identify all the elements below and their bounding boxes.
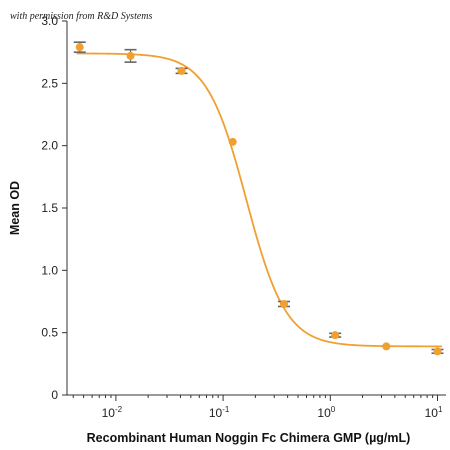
y-tick-label: 1.5 (41, 201, 58, 215)
point-marker (331, 331, 340, 340)
point-marker (75, 43, 84, 52)
axes (66, 21, 446, 396)
data-point (228, 137, 237, 146)
data-points (73, 41, 444, 356)
x-tick-label: 101 (425, 405, 443, 420)
x-tick-label: 10-1 (209, 405, 230, 420)
data-point (431, 347, 444, 356)
data-point (329, 331, 342, 340)
y-tick-label: 0 (51, 388, 58, 402)
point-marker (382, 342, 391, 351)
data-point (124, 48, 137, 63)
y-tick-label: 3.0 (41, 14, 58, 28)
x-tick-label: 10-2 (102, 405, 123, 420)
x-tick-label: 100 (317, 405, 335, 420)
y-tick-label: 0.5 (41, 326, 58, 340)
point-marker (228, 137, 237, 146)
point-marker (177, 66, 186, 75)
data-point (278, 299, 291, 308)
point-marker (280, 299, 289, 308)
y-ticks: 0 0.5 1.0 1.5 2.0 2.5 3.0 (41, 14, 67, 402)
y-tick-label: 1.0 (41, 263, 58, 277)
y-axis-title: Mean OD (8, 181, 22, 235)
point-marker (126, 51, 135, 60)
data-point (382, 342, 391, 351)
data-point (73, 41, 86, 53)
watermark-text: with permission from R&D Systems (10, 11, 153, 22)
y-tick-label: 2.5 (41, 76, 58, 90)
y-tick-label: 2.0 (41, 139, 58, 153)
point-marker (433, 347, 442, 356)
data-point (175, 66, 188, 75)
x-ticks: 10-2 10-1 100 101 (72, 395, 443, 420)
fit-curve (76, 52, 442, 348)
x-axis-title: Recombinant Human Noggin Fc Chimera GMP … (87, 431, 411, 445)
